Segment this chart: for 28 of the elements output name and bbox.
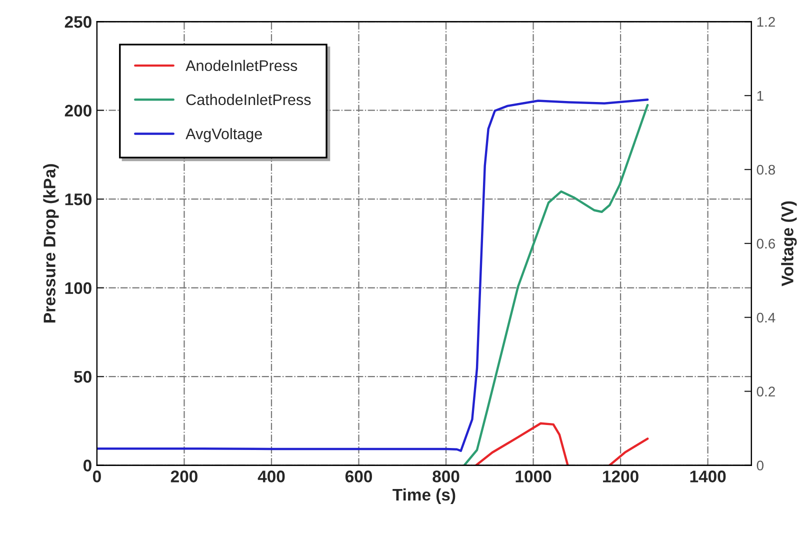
x-tick-label: 1400 xyxy=(690,470,726,482)
y2-tick-label: 1.2 xyxy=(757,16,775,27)
y-tick-label: 100 xyxy=(65,282,92,294)
y2-tick-label: 1 xyxy=(757,91,764,101)
x-tick-label: 200 xyxy=(170,470,198,482)
y2-tick-label: 0.6 xyxy=(756,238,775,249)
x-tick-label: 1200 xyxy=(603,470,638,482)
y2-tick-label: 0.4 xyxy=(756,312,776,323)
y-axis-title: Pressure Drop (kPa) xyxy=(43,164,59,322)
legend-label: AnodeInletPress xyxy=(186,60,298,72)
line-series xyxy=(463,104,649,466)
legend-label: AvgVoltage xyxy=(186,128,262,142)
y-tick-label: 250 xyxy=(64,16,92,28)
y2-tick-label: 0 xyxy=(756,460,764,470)
y-tick-label: 0 xyxy=(83,460,92,472)
y2-tick-label: 0.8 xyxy=(756,164,776,175)
x-tick-label: 1000 xyxy=(516,470,552,482)
y2-axis-title: Voltage (V) xyxy=(781,201,797,286)
x-tick-label: 400 xyxy=(258,470,285,482)
y-tick-label: 150 xyxy=(65,193,92,206)
x-tick-label: 0 xyxy=(92,470,101,482)
x-tick-label: 600 xyxy=(345,470,372,482)
y2-tick-label: 0.2 xyxy=(756,386,775,396)
x-axis-title: Time (s) xyxy=(392,488,456,504)
x-tick-label: 800 xyxy=(432,470,460,482)
legend-label: CathodeInletPress xyxy=(186,94,311,106)
y-tick-label: 50 xyxy=(74,370,92,383)
y-tick-label: 200 xyxy=(64,104,92,117)
